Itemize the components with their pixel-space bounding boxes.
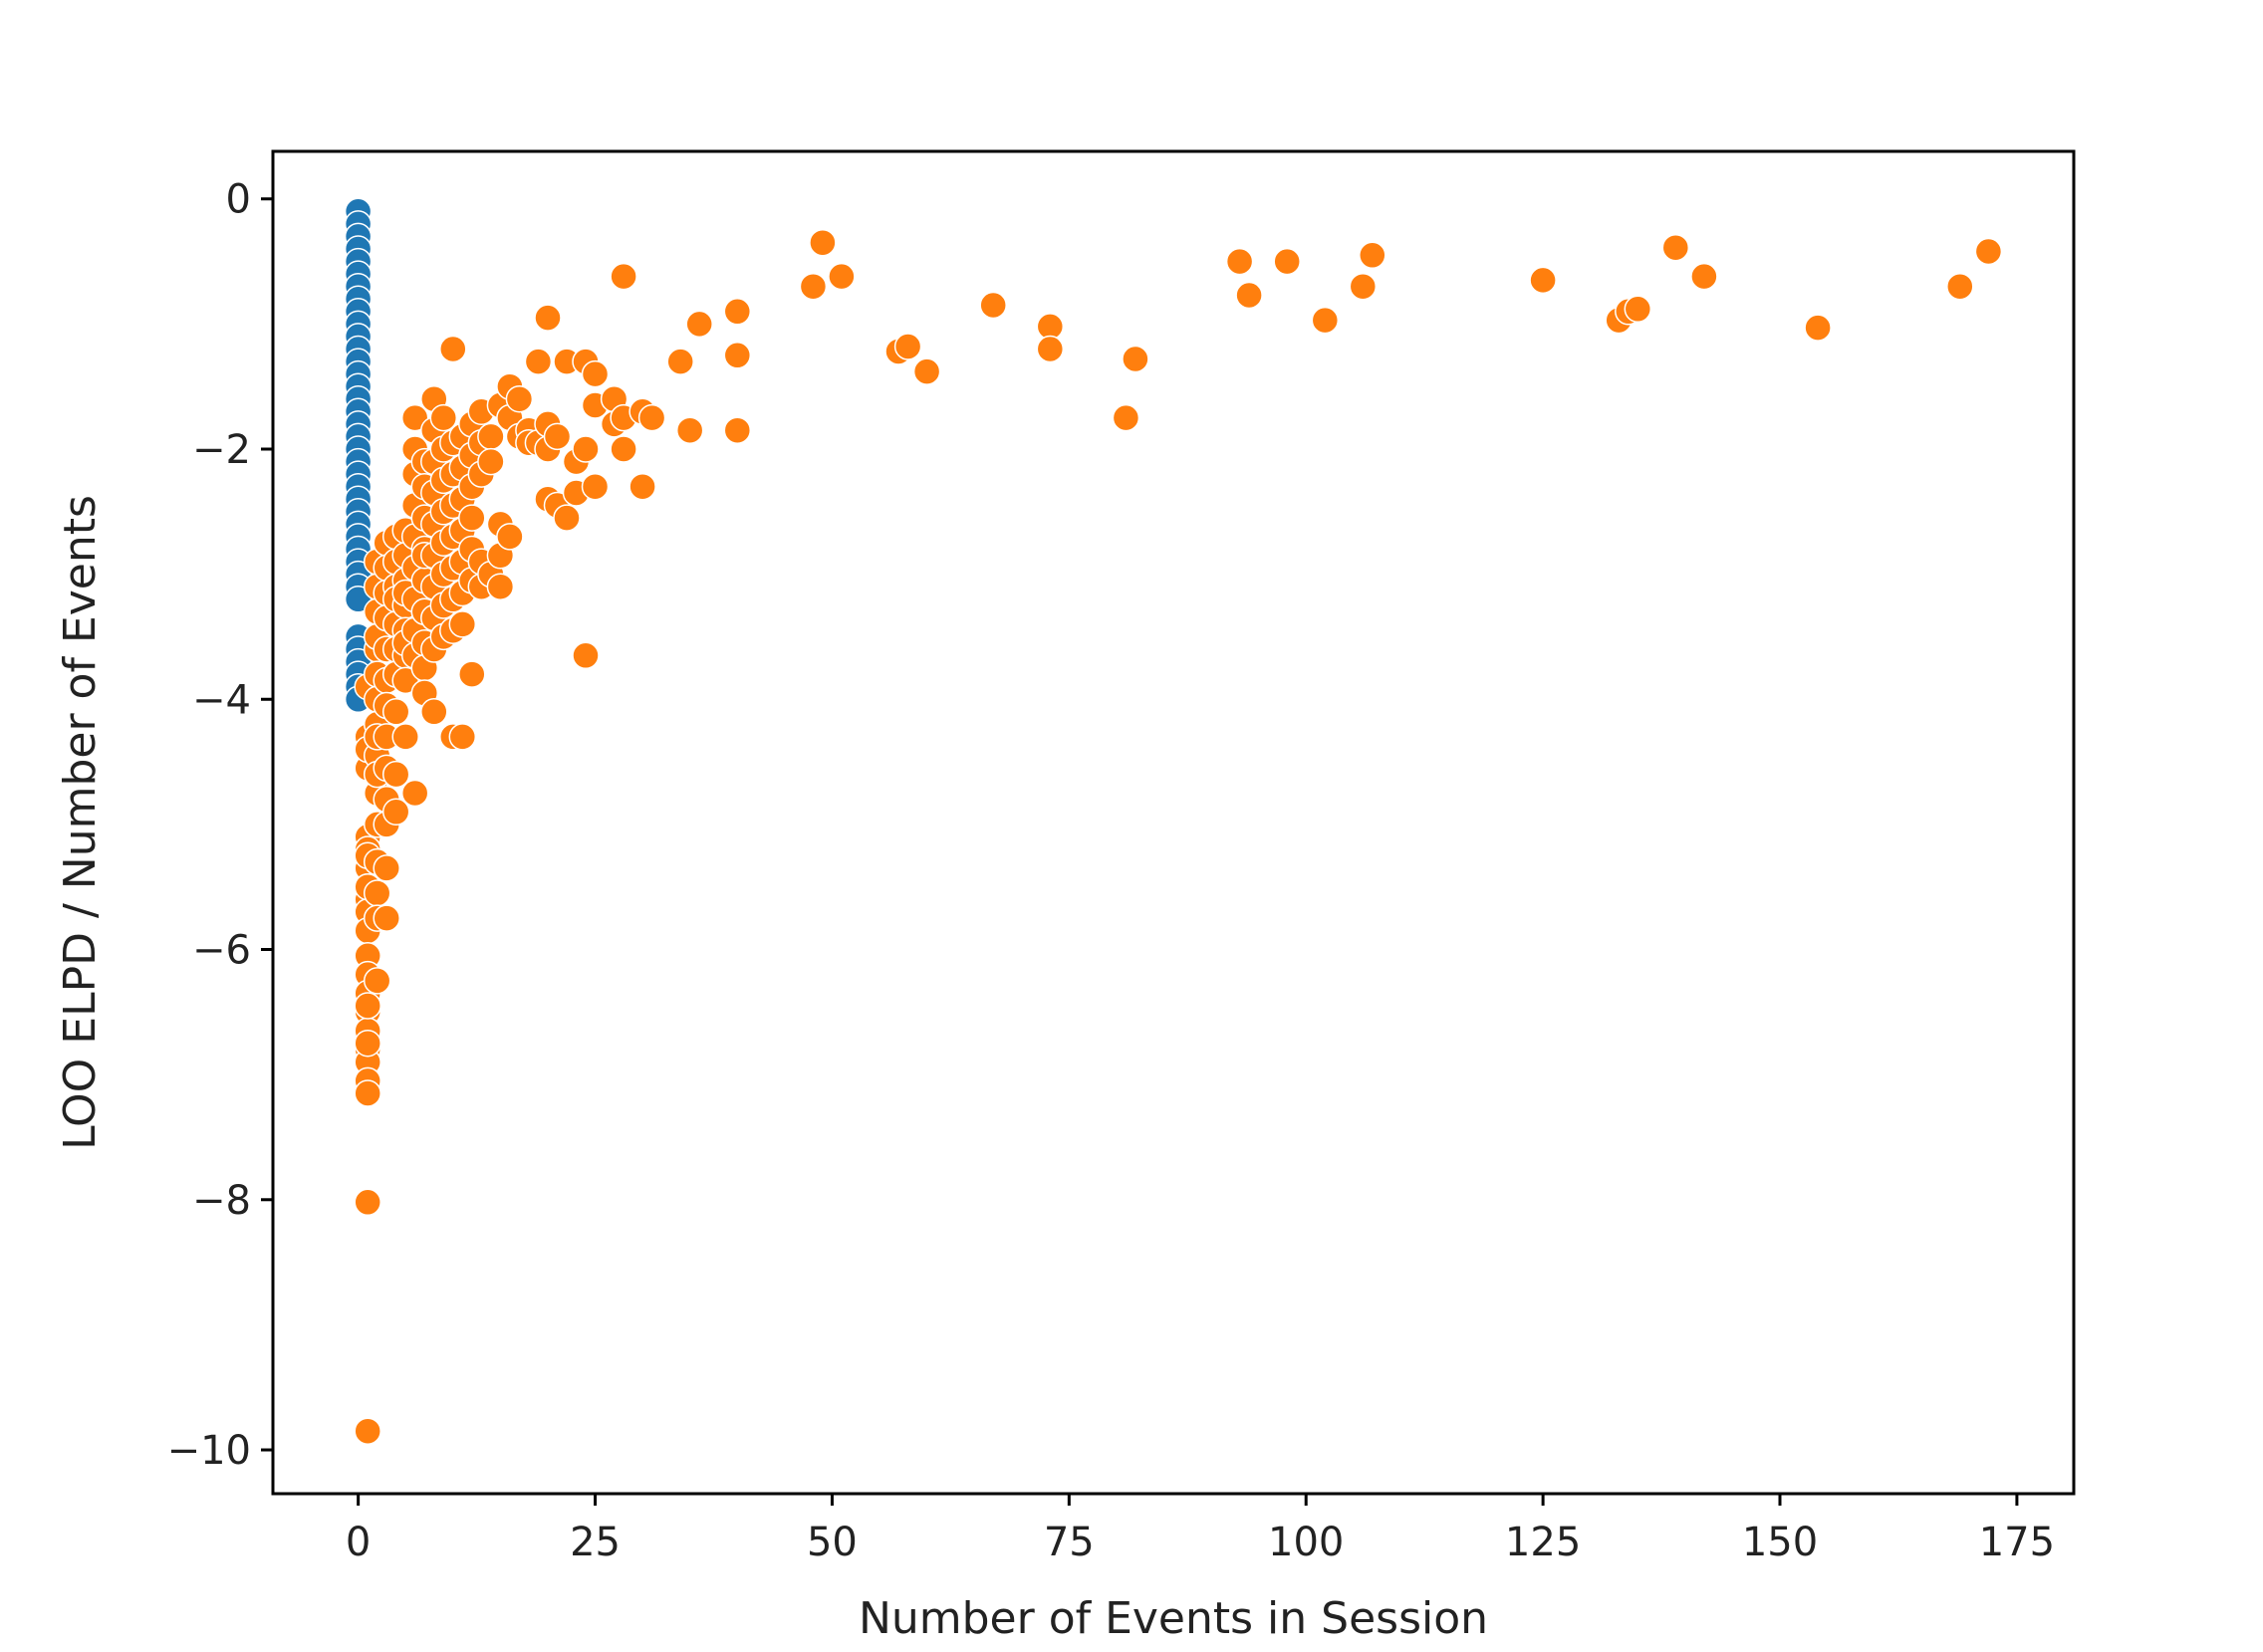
y-tick-label: −10 <box>167 1428 251 1474</box>
data-point-series-2 <box>723 298 752 326</box>
data-point-series-2 <box>543 422 572 451</box>
data-point-series-2 <box>524 348 553 375</box>
data-point-series-2 <box>553 504 581 532</box>
data-point-series-2 <box>429 403 458 432</box>
data-point-series-2 <box>400 779 429 808</box>
data-point-series-2 <box>1311 306 1340 335</box>
data-point-series-2 <box>610 262 637 291</box>
data-point-series-2 <box>1273 247 1301 276</box>
data-point-series-2 <box>1624 295 1652 324</box>
data-point-series-2 <box>400 403 429 432</box>
data-point-series-2 <box>572 435 600 463</box>
data-point-series-2 <box>448 610 477 638</box>
data-point-series-2 <box>572 641 600 670</box>
plot-frame <box>271 149 2076 1496</box>
data-point-series-2 <box>420 698 448 726</box>
data-point-series-2 <box>439 335 467 363</box>
data-point-series-2 <box>1974 237 2003 266</box>
data-point-series-2 <box>1690 262 1718 291</box>
data-point-series-2 <box>1235 281 1263 310</box>
data-point-series-2 <box>496 523 524 551</box>
data-point-series-2 <box>477 447 505 476</box>
x-tick-label: 25 <box>570 1520 621 1565</box>
x-axis-label: Number of Events in Session <box>859 1593 1488 1644</box>
data-point-series-2 <box>354 1188 381 1217</box>
data-point-series-2 <box>1122 345 1149 373</box>
data-point-series-2 <box>363 879 391 907</box>
y-tick-label: −4 <box>192 677 251 723</box>
x-tick-label: 0 <box>346 1520 371 1565</box>
y-tick-label: 0 <box>226 177 251 223</box>
data-point-series-2 <box>354 1417 381 1445</box>
data-point-series-2 <box>391 723 419 751</box>
data-point-series-2 <box>610 435 637 463</box>
data-point-series-2 <box>373 904 400 932</box>
data-point-series-2 <box>1036 335 1065 363</box>
data-point-series-2 <box>828 262 856 291</box>
y-axis-label: LOO ELPD / Number of Events <box>55 495 106 1150</box>
data-point-series-2 <box>979 291 1007 320</box>
data-point-series-2 <box>486 573 515 600</box>
data-point-series-2 <box>391 666 419 695</box>
data-point-series-2 <box>685 310 713 339</box>
x-tick-label: 175 <box>1979 1520 2055 1565</box>
data-point-series-2 <box>675 416 704 444</box>
data-point-series-2 <box>373 854 400 882</box>
data-point-series-2 <box>381 698 410 726</box>
chart-points <box>344 197 2003 1445</box>
data-point-series-2 <box>534 304 562 332</box>
data-point-series-2 <box>1529 266 1557 295</box>
x-tick-label: 125 <box>1505 1520 1581 1565</box>
data-point-series-2 <box>723 342 752 369</box>
data-point-series-2 <box>354 1029 381 1058</box>
data-point-series-2 <box>1349 272 1378 301</box>
data-point-series-2 <box>1946 272 1974 301</box>
data-point-series-2 <box>505 384 534 413</box>
data-point-series-2 <box>1661 233 1690 262</box>
data-point-series-2 <box>381 798 410 826</box>
x-tick-label: 150 <box>1742 1520 1818 1565</box>
y-axis: 0 −2 −4 −6 −8 −10 <box>167 177 273 1474</box>
y-tick-label: −8 <box>192 1178 251 1224</box>
x-axis: 0 25 50 75 100 125 150 175 <box>346 1494 2055 1565</box>
data-point-series-2 <box>1359 241 1386 270</box>
data-point-series-2 <box>799 272 828 301</box>
data-point-series-2 <box>581 472 610 501</box>
y-tick-label: −2 <box>192 427 251 473</box>
y-tick-label: −6 <box>192 928 251 974</box>
data-point-series-2 <box>381 760 410 789</box>
x-tick-label: 75 <box>1044 1520 1095 1565</box>
x-tick-label: 100 <box>1268 1520 1344 1565</box>
data-point-series-2 <box>1804 314 1832 342</box>
data-point-series-2 <box>448 723 477 751</box>
data-point-series-2 <box>1225 247 1254 276</box>
data-point-series-2 <box>354 1079 381 1107</box>
data-point-series-2 <box>458 660 486 688</box>
data-point-series-2 <box>893 333 922 360</box>
data-point-series-2 <box>912 357 941 385</box>
data-point-series-1 <box>344 586 373 613</box>
data-point-series-2 <box>354 992 381 1020</box>
data-point-series-2 <box>363 967 391 995</box>
x-tick-label: 50 <box>807 1520 858 1565</box>
data-point-series-2 <box>809 228 837 257</box>
data-point-series-2 <box>666 348 694 375</box>
data-point-series-2 <box>1112 403 1140 432</box>
data-point-series-2 <box>637 403 666 432</box>
data-point-series-2 <box>723 416 752 444</box>
data-point-series-2 <box>458 504 486 532</box>
data-point-series-2 <box>581 359 610 388</box>
data-point-series-2 <box>477 422 505 451</box>
data-point-series-2 <box>629 472 656 501</box>
